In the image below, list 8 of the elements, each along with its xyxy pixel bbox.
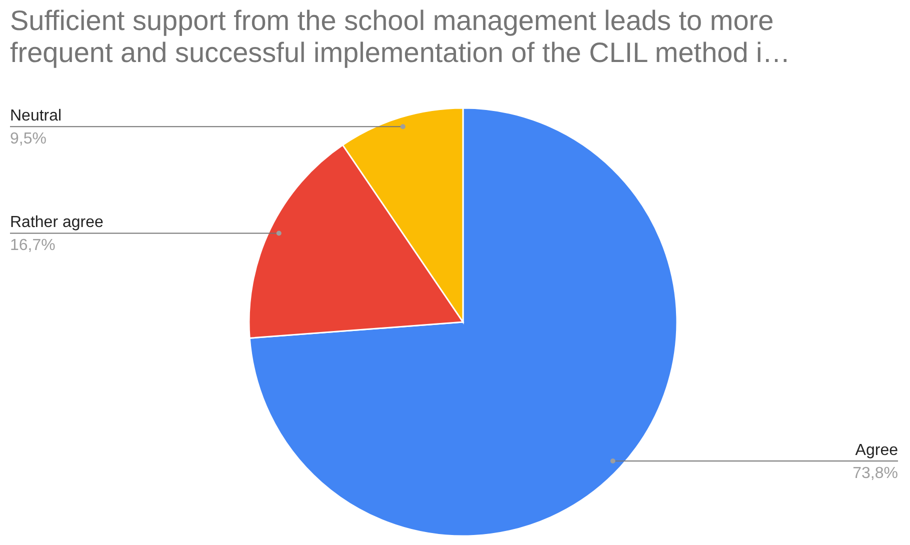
slice-label: Agree [855, 442, 898, 459]
chart-title: Sufficient support from the school management leads to more frequent and successful implementation of the CLIL method i… [10, 5, 790, 68]
pie-slice [248, 107, 678, 536]
slice-label: Neutral [10, 108, 62, 125]
slice-label: Rather agree [10, 214, 104, 232]
data-label: 73,8% [852, 464, 898, 482]
data-label: 16,7% [10, 237, 56, 254]
data-label: 9,5% [10, 130, 46, 148]
